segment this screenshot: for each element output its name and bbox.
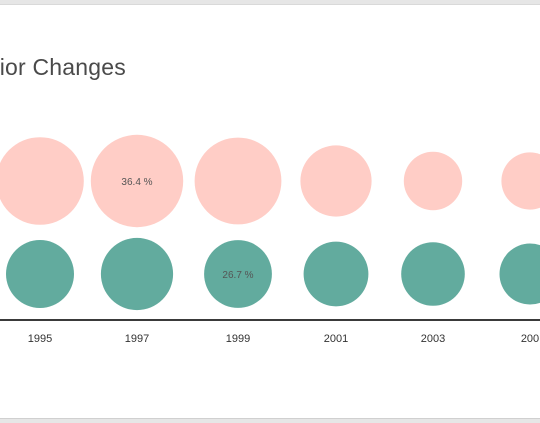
data-label-s1-1999: 26.7 % xyxy=(222,270,253,281)
bubble-s0-1999 xyxy=(194,137,282,225)
bubble-s0-2001 xyxy=(300,145,372,217)
bubble-s1-2003 xyxy=(401,242,465,306)
data-label-s0-1997: 36.4 % xyxy=(121,177,152,188)
bubble-s0-1995 xyxy=(0,137,84,225)
bubble-s0-200 xyxy=(501,152,540,210)
x-tick-label-1995: 1995 xyxy=(28,333,52,345)
x-tick-label-2003: 2003 xyxy=(421,333,445,345)
chart-title: vior Changes xyxy=(0,54,126,80)
x-tick-label-200: 200 xyxy=(521,333,539,345)
chart-card xyxy=(0,4,540,419)
bubble-s1-200 xyxy=(499,243,540,305)
bubble-s1-1995 xyxy=(6,240,74,308)
bubble-s1-1997 xyxy=(100,237,174,311)
bubble-s1-1999 xyxy=(204,240,272,308)
x-tick-label-1997: 1997 xyxy=(125,333,149,345)
x-tick-label-2001: 2001 xyxy=(324,333,348,345)
bubble-s1-2001 xyxy=(303,241,369,307)
bubble-s0-2003 xyxy=(403,151,463,211)
x-tick-label-1999: 1999 xyxy=(226,333,250,345)
bubble-s0-1997 xyxy=(90,134,184,228)
